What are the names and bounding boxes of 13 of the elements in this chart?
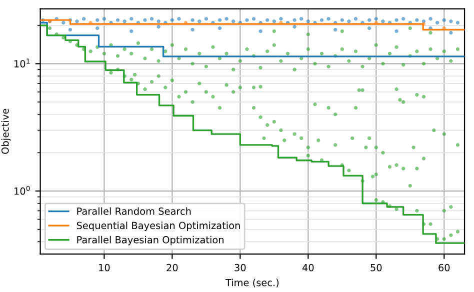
x-tick-label: 40 (302, 264, 314, 272)
y-tick-label: 10$^{0}$ (14, 186, 30, 195)
x-tick-label: 60 (438, 264, 450, 272)
legend-label: Parallel Random Search (77, 207, 191, 215)
x-tick-label: 50 (370, 264, 382, 272)
x-tick-label: 10 (99, 264, 110, 272)
x-tick-label: 20 (166, 264, 178, 272)
x-tick-label: 30 (234, 264, 246, 272)
x-axis-title: Time (sec.) (225, 278, 279, 288)
legend-label: Parallel Bayesian Optimization (77, 236, 224, 246)
legend-label: Sequential Bayesian Optimization (76, 222, 240, 232)
y-axis-title: Objective (1, 108, 11, 154)
y-tick-label: 10$^{1}$ (14, 58, 30, 68)
